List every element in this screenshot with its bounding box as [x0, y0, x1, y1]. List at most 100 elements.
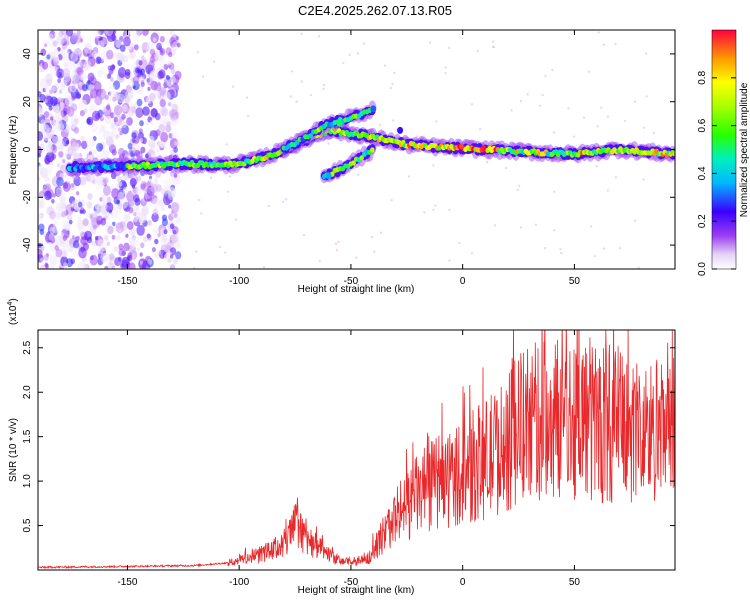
noise-blob: [120, 127, 125, 133]
noise-blob: [160, 189, 164, 194]
noise-blob: [169, 30, 175, 37]
noise-blob: [150, 130, 154, 135]
noise-blob: [159, 35, 165, 43]
noise-blob: [71, 95, 76, 101]
noise-dot: [428, 41, 432, 44]
noise-blob: [44, 157, 50, 165]
noise-dot: [614, 42, 617, 46]
noise-blob: [52, 83, 59, 92]
noise-dot: [407, 175, 411, 178]
noise-blob: [136, 98, 143, 107]
noise-blob: [164, 79, 168, 84]
noise-blob: [62, 181, 71, 192]
colorbar-tick-label: 0.6: [697, 118, 708, 132]
noise-blob: [70, 51, 79, 62]
noise-dot: [595, 164, 598, 168]
noise-dot: [234, 218, 238, 221]
noise-dot: [552, 229, 556, 232]
noise-dot: [476, 49, 479, 53]
noise-dot: [534, 223, 538, 226]
noise-blob: [127, 198, 135, 208]
noise-blob: [72, 247, 81, 258]
noise-blob: [112, 245, 116, 251]
noise-blob: [40, 264, 46, 269]
noise-blob: [86, 116, 94, 126]
noise-dot: [322, 87, 325, 91]
noise-blob: [146, 233, 151, 239]
noise-blob: [91, 240, 96, 247]
snr-x-tick-label: -100: [229, 577, 249, 588]
noise-blob: [126, 117, 133, 126]
noise-dot: [355, 256, 358, 259]
spectrogram-y-tick-label: 0: [22, 146, 33, 152]
noise-blob: [47, 38, 55, 49]
noise-blob: [158, 124, 166, 134]
noise-blob: [46, 54, 51, 60]
noise-blob: [131, 254, 137, 261]
noise-blob: [77, 60, 83, 68]
spectrogram-y-tick-label: -40: [22, 237, 33, 252]
noise-dot: [362, 42, 366, 45]
noise-blob: [106, 49, 114, 60]
noise-dot: [491, 45, 495, 49]
noise-blob: [146, 41, 155, 52]
noise-blob: [157, 232, 161, 238]
noise-blob: [122, 228, 128, 236]
noise-dot: [491, 40, 495, 43]
noise-dot: [493, 224, 497, 227]
noise-blob: [128, 206, 134, 214]
noise-blob: [143, 235, 149, 243]
noise-blob: [151, 212, 159, 223]
snr-axes: -150 -100 -50 0 50 0.5 1.0 1.5 2.0 2.5: [22, 330, 675, 588]
colorbar-label: Normalized spectral amplitude: [739, 82, 750, 217]
noise-dot: [652, 131, 656, 135]
noise-blob: [63, 61, 69, 68]
noise-dot: [300, 32, 303, 35]
noise-blob: [40, 123, 46, 131]
noise-blob: [55, 187, 63, 197]
noise-dot: [606, 189, 610, 192]
colorbar: 0.0 0.2 0.4 0.6 0.8 Normalized spectral ampl…: [697, 29, 750, 276]
noise-dot: [295, 100, 298, 103]
noise-dot: [516, 188, 519, 192]
noise-blob: [82, 218, 89, 227]
spectrogram-x-label: Height of straight line (km): [298, 284, 415, 295]
noise-blob: [138, 30, 144, 33]
noise-blob: [62, 54, 68, 62]
noise-blob: [83, 108, 88, 114]
noise-blob: [133, 44, 139, 51]
noise-blob: [100, 218, 107, 226]
noise-dot: [373, 250, 376, 253]
noise-blob: [168, 204, 172, 209]
noise-blob: [98, 247, 104, 255]
noise-dot: [543, 247, 547, 250]
noise-blob: [167, 101, 172, 107]
noise-blob: [171, 233, 179, 244]
noise-blob: [38, 145, 42, 156]
snr-y-tick-label: 2.0: [22, 385, 33, 399]
noise-blob: [89, 102, 96, 110]
noise-dot: [231, 85, 235, 88]
noise-blob: [61, 211, 66, 218]
noise-dot: [300, 80, 303, 83]
noise-blob: [56, 34, 65, 46]
noise-blob: [106, 73, 112, 79]
noise-dot: [434, 204, 437, 207]
noise-blob: [162, 186, 169, 195]
noise-blob: [140, 183, 146, 190]
noise-blob: [57, 78, 61, 84]
noise-blob: [141, 205, 150, 216]
noise-dot: [541, 93, 544, 97]
noise-dot: [642, 178, 645, 181]
noise-dot: [262, 266, 266, 269]
snr-y-multiplier: (x104): [7, 298, 19, 325]
noise-dot: [327, 142, 330, 145]
spectrogram-axes: -150 -100 -50 0 50 -40 -20 0 20 40: [22, 30, 675, 287]
noise-blob: [58, 150, 64, 158]
snr-panel: -150 -100 -50 0 50 0.5 1.0 1.5 2.0 2.5 Height of …: [7, 298, 676, 596]
noise-blob: [147, 258, 153, 265]
snr-x-tick-label: 0: [460, 577, 466, 588]
noise-blob: [175, 251, 182, 260]
noise-blob: [106, 241, 111, 247]
noise-blob: [63, 110, 67, 116]
